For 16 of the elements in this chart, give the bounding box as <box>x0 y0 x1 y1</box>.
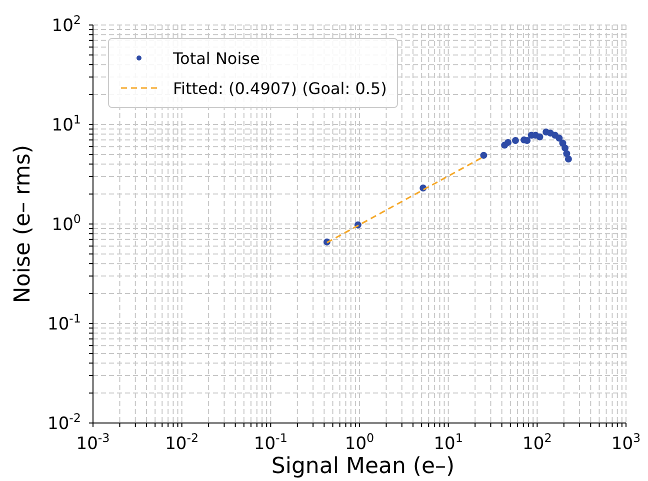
y-tick-label: 10$^{0}$ <box>52 212 81 235</box>
y-tick-label: 10$^{-2}$ <box>48 411 81 434</box>
legend-label: Fitted: (0.4907) (Goal: 0.5) <box>173 78 387 98</box>
x-tick-label: 10$^{-3}$ <box>76 431 110 454</box>
y-tick-label: 10$^{1}$ <box>52 112 81 136</box>
y-tick-label: 10$^{-1}$ <box>48 312 81 334</box>
x-tick-label: 10$^{-1}$ <box>254 431 288 454</box>
x-tick-label: 10$^{-2}$ <box>165 431 199 454</box>
x-tick-label: 10$^{1}$ <box>434 431 463 454</box>
x-axis-title: Signal Mean (e–) <box>270 454 456 479</box>
x-tick-label: 10$^{2}$ <box>522 431 552 454</box>
x-tick-label: 10$^{3}$ <box>611 431 641 454</box>
y-tick-label: 10$^{2}$ <box>52 13 81 36</box>
legend-label: Total Noise <box>173 48 260 68</box>
y-axis-title: Noise (e– rms) <box>10 144 36 304</box>
x-tick-label: 10$^{0}$ <box>344 431 374 454</box>
